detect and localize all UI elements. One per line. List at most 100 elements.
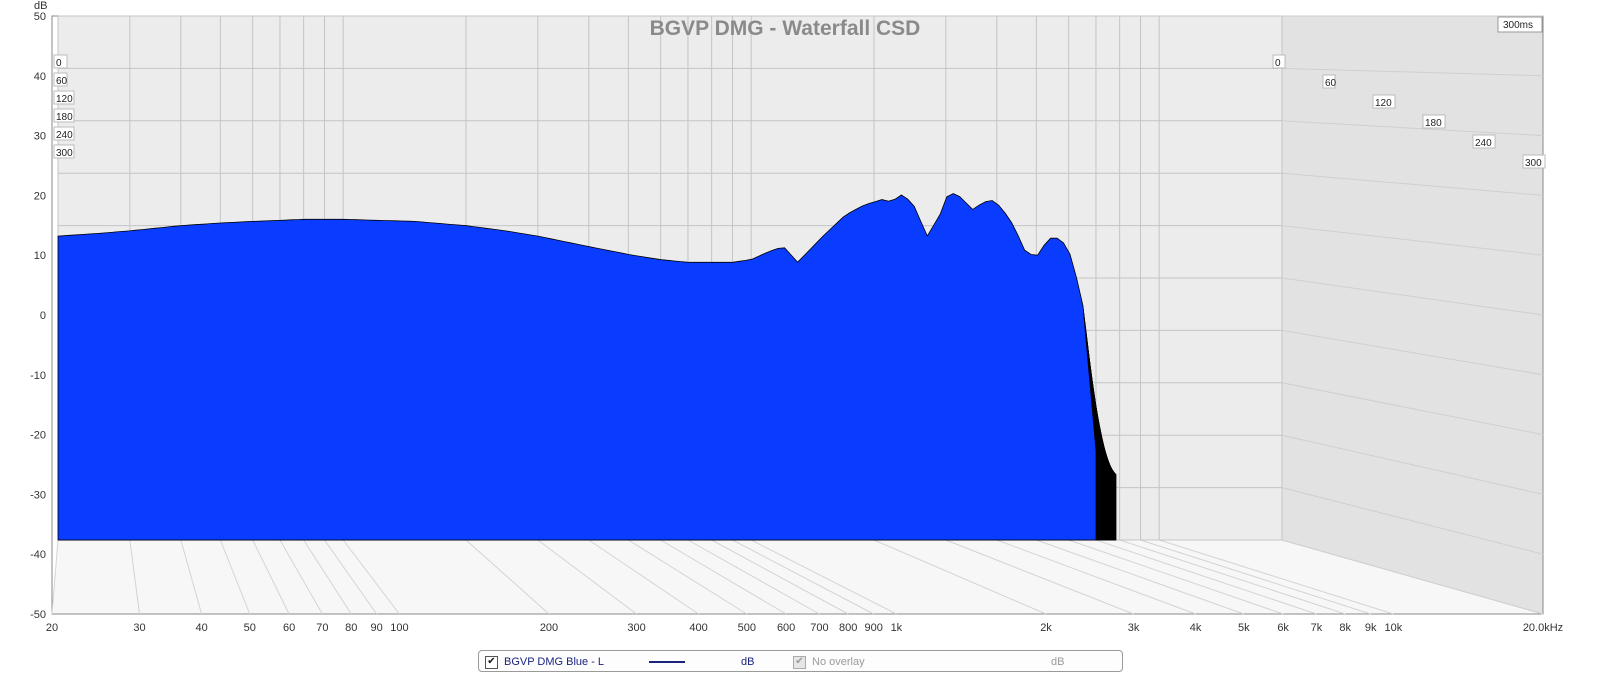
floor-grid-line	[129, 539, 141, 615]
side-grid-line	[1281, 539, 1544, 615]
svg-text:300: 300	[56, 148, 73, 159]
x-tick-label: 100	[390, 622, 408, 634]
waterfall-slice	[57, 193, 1097, 541]
floor-grid-line	[465, 539, 550, 615]
floor-grid-line	[279, 539, 323, 615]
overlay-unit: dB	[1051, 656, 1065, 668]
time-label-left: 180	[53, 108, 75, 123]
overlay-name: No overlay	[812, 656, 865, 668]
side-grid-line	[1281, 225, 1544, 256]
floor-grid-line	[750, 539, 897, 615]
floor-grid-line	[1159, 539, 1394, 615]
floor-grid-line	[537, 539, 637, 615]
floor-grid-line	[1119, 539, 1346, 615]
waterfall-slices	[57, 193, 1117, 541]
svg-text:180: 180	[1425, 118, 1442, 129]
floor-grid-line	[219, 539, 251, 615]
x-tick-label: 400	[689, 622, 707, 634]
floor-grid-line	[588, 539, 699, 615]
floor-grid-line	[342, 539, 400, 615]
svg-text:120: 120	[56, 94, 73, 105]
side-grid-line	[1281, 487, 1544, 555]
y-tick-label: -40	[30, 549, 46, 561]
x-tick-label: 70	[316, 622, 328, 634]
time-label-left: 120	[53, 90, 75, 105]
time-axis-label: 300ms	[1497, 16, 1543, 33]
x-tick-label: 90	[371, 622, 383, 634]
x-tick-label: 50	[244, 622, 256, 634]
floor-grid-line	[1068, 539, 1284, 615]
legend: ✔ BGVP DMG Blue - L dB ✔ No overlay dB	[478, 650, 1123, 672]
time-label-left: 60	[53, 72, 68, 87]
x-tick-label: 700	[810, 622, 828, 634]
floor-grid-line	[660, 539, 787, 615]
svg-text:60: 60	[1325, 78, 1337, 89]
time-label-left: 240	[53, 126, 75, 141]
side-grid-line	[1281, 329, 1544, 376]
y-tick-label: 10	[34, 250, 46, 262]
floor	[52, 540, 1543, 614]
series-unit: dB	[741, 656, 755, 668]
x-tick-label: 20	[46, 622, 58, 634]
x-tick-label: 1k	[891, 622, 903, 634]
floor-grid-line	[628, 539, 748, 615]
floor-grid-line	[873, 539, 1047, 615]
y-tick-label: 50	[34, 11, 46, 23]
y-tick-label: -50	[30, 609, 46, 621]
floor-grid-line	[687, 539, 820, 615]
floor-grid-line	[945, 539, 1134, 615]
svg-text:0: 0	[1275, 58, 1281, 69]
side-grid-line	[1281, 382, 1544, 436]
time-label-right: 120	[1372, 94, 1396, 109]
x-tick-label: 300	[627, 622, 645, 634]
floor-grid-line	[1095, 539, 1317, 615]
y-tick-label: 40	[34, 71, 46, 83]
x-tick-label: 3k	[1128, 622, 1140, 634]
time-label-left: 0	[53, 54, 68, 69]
x-tick-label: 80	[345, 622, 357, 634]
series-name: BGVP DMG Blue - L	[504, 656, 605, 668]
svg-text:240: 240	[56, 130, 73, 141]
side-wall	[1282, 16, 1543, 614]
legend-item-series[interactable]: ✔ BGVP DMG Blue - L	[485, 654, 604, 670]
time-label-right: 60	[1322, 74, 1337, 89]
x-tick-label: 4k	[1190, 622, 1202, 634]
series-line-swatch	[649, 654, 685, 670]
time-label-right: 180	[1422, 114, 1446, 129]
x-tick-label: 8k	[1339, 622, 1351, 634]
time-label-right: 240	[1472, 134, 1496, 149]
side-grid-line	[1281, 120, 1544, 137]
y-tick-label: 0	[40, 310, 46, 322]
svg-text:180: 180	[56, 112, 73, 123]
x-tick-label: 5k	[1238, 622, 1250, 634]
x-tick-label: 40	[195, 622, 207, 634]
y-tick-label: 30	[34, 131, 46, 143]
x-tick-label: 9k	[1365, 622, 1377, 634]
svg-text:300: 300	[1525, 158, 1542, 169]
chart-title: BGVP DMG - Waterfall CSD	[650, 17, 921, 40]
x-tick-label: 60	[283, 622, 295, 634]
svg-text:120: 120	[1375, 98, 1392, 109]
legend-item-overlay: ✔ No overlay	[793, 654, 865, 670]
x-tick-label: 2k	[1040, 622, 1052, 634]
series-checkbox[interactable]: ✔	[485, 655, 498, 669]
x-tick-label: 800	[839, 622, 857, 634]
floor-grid-line	[252, 539, 290, 615]
x-tick-label: 30	[133, 622, 145, 634]
y-tick-label: -10	[30, 370, 46, 382]
x-tick-label: 10k	[1385, 622, 1403, 634]
side-grid-line	[1281, 434, 1544, 495]
y-tick-label: 20	[34, 190, 46, 202]
x-tick-label: 200	[540, 622, 558, 634]
floor-grid-line	[303, 539, 352, 615]
svg-text:300ms: 300ms	[1503, 20, 1533, 31]
floor-grid-line	[711, 539, 849, 615]
x-tick-label: 500	[738, 622, 756, 634]
floor-grid-line	[732, 539, 874, 615]
x-tick-label: 20.0kHz	[1523, 622, 1563, 634]
side-grid-line	[1281, 172, 1544, 196]
svg-text:0: 0	[56, 58, 62, 69]
floor-grid-line	[180, 539, 203, 615]
